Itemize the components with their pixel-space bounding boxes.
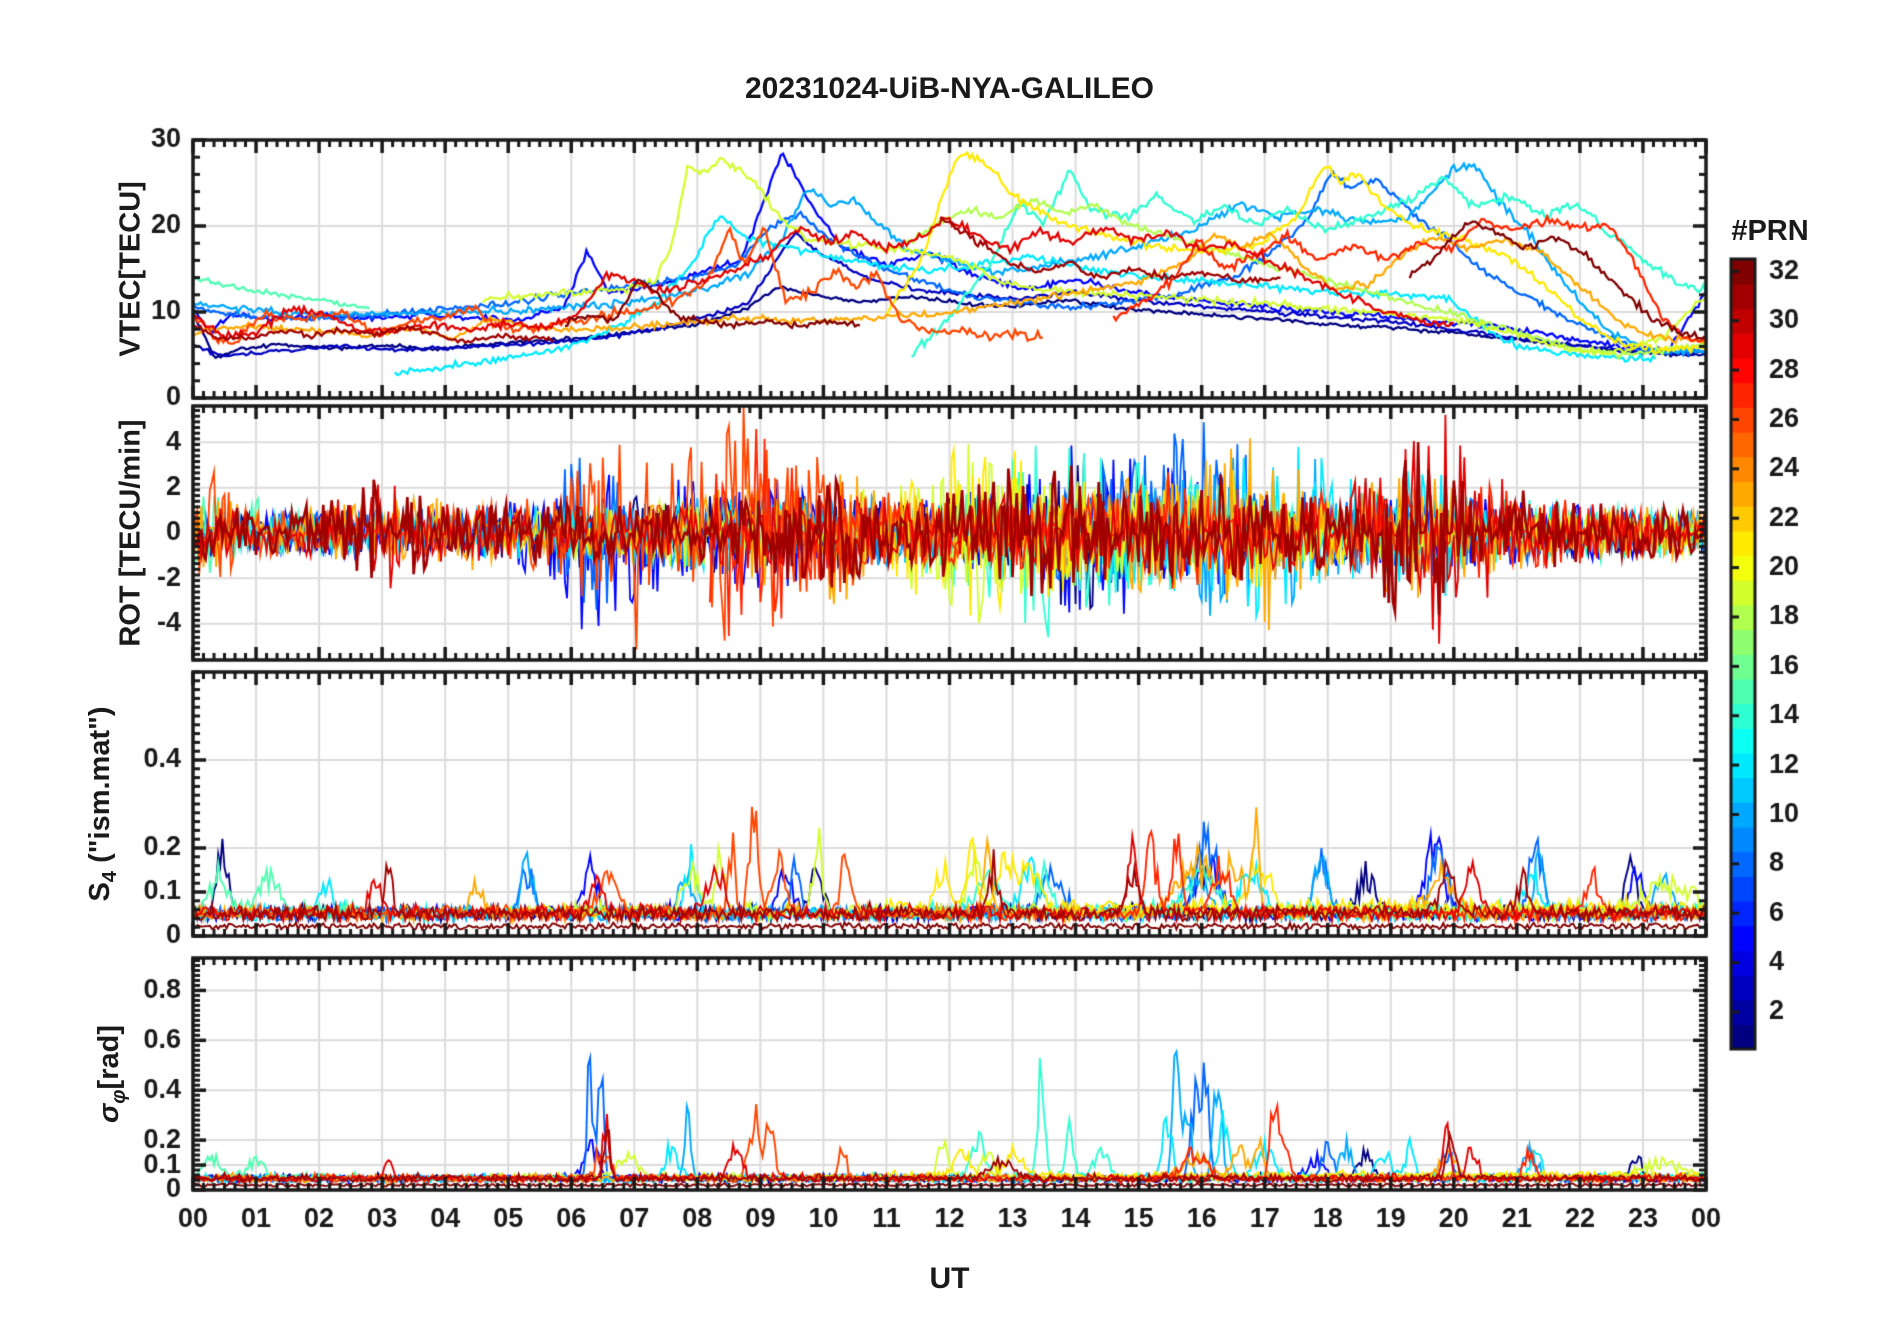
chart-title: 20231024-UiB-NYA-GALILEO <box>744 72 1155 105</box>
y-axis-label-s4: S4 ("ism.mat") <box>84 706 121 902</box>
colorbar-label: #PRN <box>1731 215 1809 247</box>
y-axis-label-vtec: VTEC[TECU] <box>114 181 147 357</box>
y-axis-label-rot: ROT [TECU/min] <box>114 419 147 647</box>
y-axis-label-sigma_phi: σφ[rad] <box>93 1025 130 1123</box>
x-axis-label: UT <box>929 1262 970 1295</box>
